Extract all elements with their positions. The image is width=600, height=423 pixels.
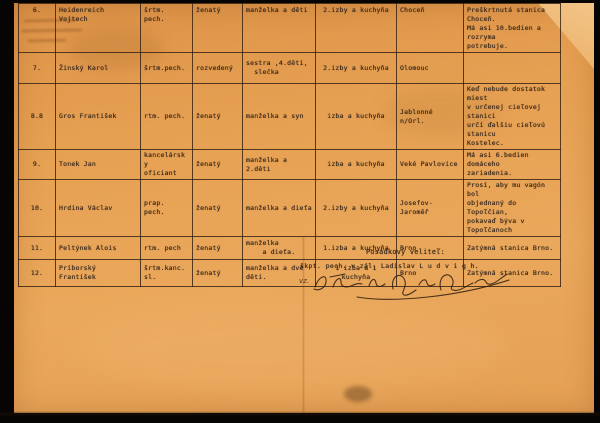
- cell-marital-status: ženatý: [192, 236, 243, 260]
- table-row: 12. Príborský František šrtm.kanc.sl. že…: [18, 259, 561, 287]
- cell-number: 11.: [18, 236, 56, 260]
- cell-destination: Josefov-Jaroměř: [396, 179, 464, 237]
- cell-family: manželka a dieťa: [242, 179, 316, 237]
- cell-marital-status: ženatý: [192, 179, 243, 237]
- cell-remark: Preškrtnutá stanica Choceň. Má asi 10.be…: [463, 3, 561, 53]
- cell-name: Peltýnek Alois: [55, 236, 141, 260]
- cell-family: manželka a děti: [242, 3, 316, 53]
- handwritten-signature: vz.: [299, 273, 510, 300]
- cell-family: manželka a syn: [242, 83, 316, 150]
- signature-stroke: [474, 273, 508, 285]
- cell-name: Žinský Karol: [55, 52, 141, 84]
- signature-stroke: [418, 279, 436, 287]
- cell-marital-status: ženatý: [192, 83, 243, 150]
- cell-remark: Zatýmná stanica Brno.: [463, 236, 561, 260]
- cell-name: Hrdina Václav: [55, 179, 141, 237]
- cell-flat: 2.izby a kuchyňa: [315, 52, 397, 84]
- cell-flat: 2.izby a kuchyňa: [315, 3, 397, 53]
- cell-number: 9.: [18, 149, 56, 180]
- cell-number: 10.: [18, 179, 56, 237]
- cell-destination: Jablonné n/Orl.: [396, 83, 464, 150]
- fold-crease: [302, 237, 305, 413]
- cell-marital-status: ženatý: [192, 259, 243, 287]
- cell-marital-status: ženatý: [192, 3, 243, 53]
- signature-prefix: vz.: [299, 277, 309, 285]
- table-row: 10. Hrdina Václav prap. pech. ženatý man…: [18, 179, 561, 237]
- ink-smudge: [344, 386, 372, 402]
- signature-stroke: [439, 274, 474, 291]
- transport-roster-table: 6. Heidenreich Vojtech šrtm. pech. ženat…: [18, 3, 561, 287]
- table-row: 8.8 Gros František rtm. pech. ženatý man…: [18, 83, 561, 150]
- cell-remark: Má asi 6.bedien domáceho zariadenia.: [463, 149, 561, 180]
- cell-family: manželka a dvě děti.: [242, 259, 316, 287]
- signature-stroke: [332, 278, 363, 288]
- cell-marital-status: ženatý: [192, 149, 243, 180]
- table-row: 7. Žinský Karol šrtm.pech. rozvedený ses…: [18, 52, 561, 84]
- signature-stroke: [368, 278, 386, 288]
- signature-stroke: [329, 273, 346, 278]
- cell-family: manželka a dieťa.: [242, 236, 316, 260]
- cell-number: 8.8: [18, 83, 56, 150]
- table-row: 11. Peltýnek Alois rtm. pech ženatý manž…: [18, 236, 561, 260]
- cell-remark: Keď nebude dostatok miest v určenej cieľ…: [463, 83, 561, 150]
- cell-rank: šrtm.pech.: [140, 52, 193, 84]
- cell-remark: Prosí, aby mu vagón bol objednaný do Top…: [463, 179, 561, 237]
- document-paper: 6. Heidenreich Vojtech šrtm. pech. ženat…: [14, 3, 594, 413]
- cell-rank: prap. pech.: [140, 179, 193, 237]
- cell-number: 7.: [18, 52, 56, 84]
- cell-flat: 2.izby a kuchyňa: [315, 179, 397, 237]
- cell-number: 12.: [18, 259, 56, 287]
- commander-title: Posádkový veliteľ:: [366, 248, 446, 256]
- cell-destination: Olomouc: [396, 52, 464, 84]
- cell-name: Gros František: [55, 83, 141, 150]
- cell-number: 6.: [18, 3, 56, 53]
- cell-remark: Zatýmná stanica Brno.: [463, 259, 561, 287]
- cell-rank: šrtm. pech.: [140, 3, 193, 53]
- cell-destination: Veké Pavlovice: [396, 149, 464, 180]
- signature-flourish: [356, 279, 510, 300]
- commander-name-line: škpt. pech. v zál. Ladislav L u d v i g …: [300, 262, 480, 270]
- cell-remark: [463, 52, 561, 84]
- paper-stain: [74, 303, 514, 393]
- cell-rank: rtm. pech: [140, 236, 193, 260]
- table-row: 6. Heidenreich Vojtech šrtm. pech. ženat…: [18, 3, 561, 53]
- cell-flat: izba a kuchyňa: [315, 83, 397, 150]
- cell-marital-status: rozvedený: [192, 52, 243, 84]
- cell-destination: Choceň: [396, 3, 464, 53]
- signature-stroke: [313, 276, 327, 291]
- cell-family: manželka a 2.děti: [242, 149, 316, 180]
- cell-rank: rtm. pech.: [140, 83, 193, 150]
- cell-rank: kancelársky oficiant: [140, 149, 193, 180]
- scan-edge: [0, 411, 600, 423]
- cell-family: sestra ,4.děti, slečka: [242, 52, 316, 84]
- table-row: 9. Tonek Jan kancelársky oficiant ženatý…: [18, 149, 561, 180]
- cell-name: Tonek Jan: [55, 149, 141, 180]
- signature-stroke: [391, 274, 417, 296]
- cell-flat: izba a kuchyňa: [315, 149, 397, 180]
- cell-name: Príborský František: [55, 259, 141, 287]
- cell-rank: šrtm.kanc.sl.: [140, 259, 193, 287]
- cell-name: Heidenreich Vojtech: [55, 3, 141, 53]
